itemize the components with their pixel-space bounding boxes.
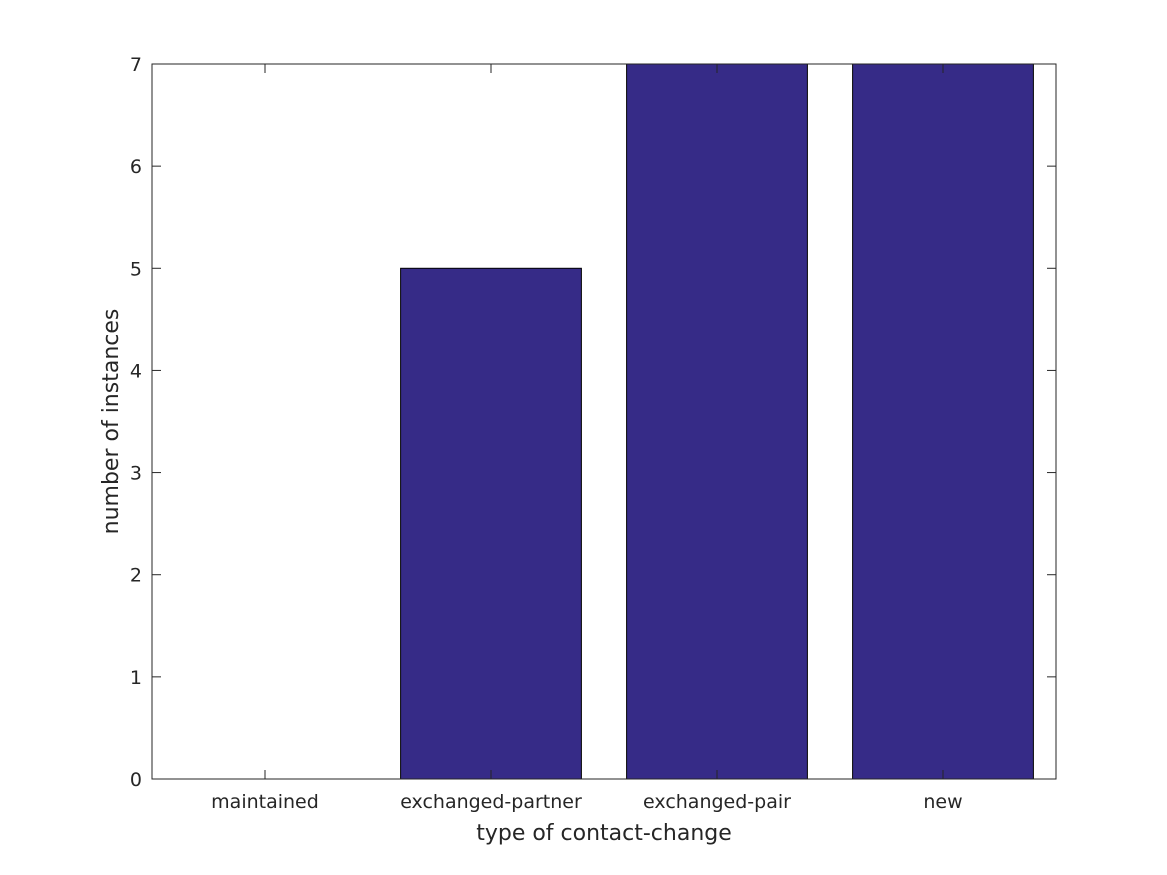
y-tick-label: 3	[130, 463, 142, 485]
ticks-group	[152, 63, 1056, 780]
bar-exchanged-partner	[400, 267, 582, 780]
y-tick-label: 2	[130, 565, 142, 587]
y-tick-labels: 0 1 2 3 4 5 6 7	[130, 54, 142, 791]
y-tick-label: 7	[130, 54, 142, 76]
y-axis-label: number of instances	[99, 309, 124, 535]
y-tick-label: 4	[130, 360, 142, 382]
x-tick-label: exchanged-partner	[400, 791, 582, 813]
bars-group	[400, 63, 1034, 780]
bar-new	[852, 63, 1034, 780]
x-axis-label: type of contact-change	[476, 821, 732, 846]
y-tick-label: 1	[130, 667, 142, 689]
x-tick-label: exchanged-pair	[643, 791, 791, 813]
x-tick-label: maintained	[211, 791, 319, 813]
y-tick-label: 6	[130, 156, 142, 178]
bar-exchanged-pair	[626, 63, 808, 780]
x-tick-label: new	[923, 791, 962, 813]
y-tick-label: 0	[130, 769, 142, 791]
axes-box	[151, 63, 1057, 780]
x-tick-labels: maintained exchanged-partner exchanged-pai…	[211, 791, 962, 813]
y-tick-label: 5	[130, 258, 142, 280]
